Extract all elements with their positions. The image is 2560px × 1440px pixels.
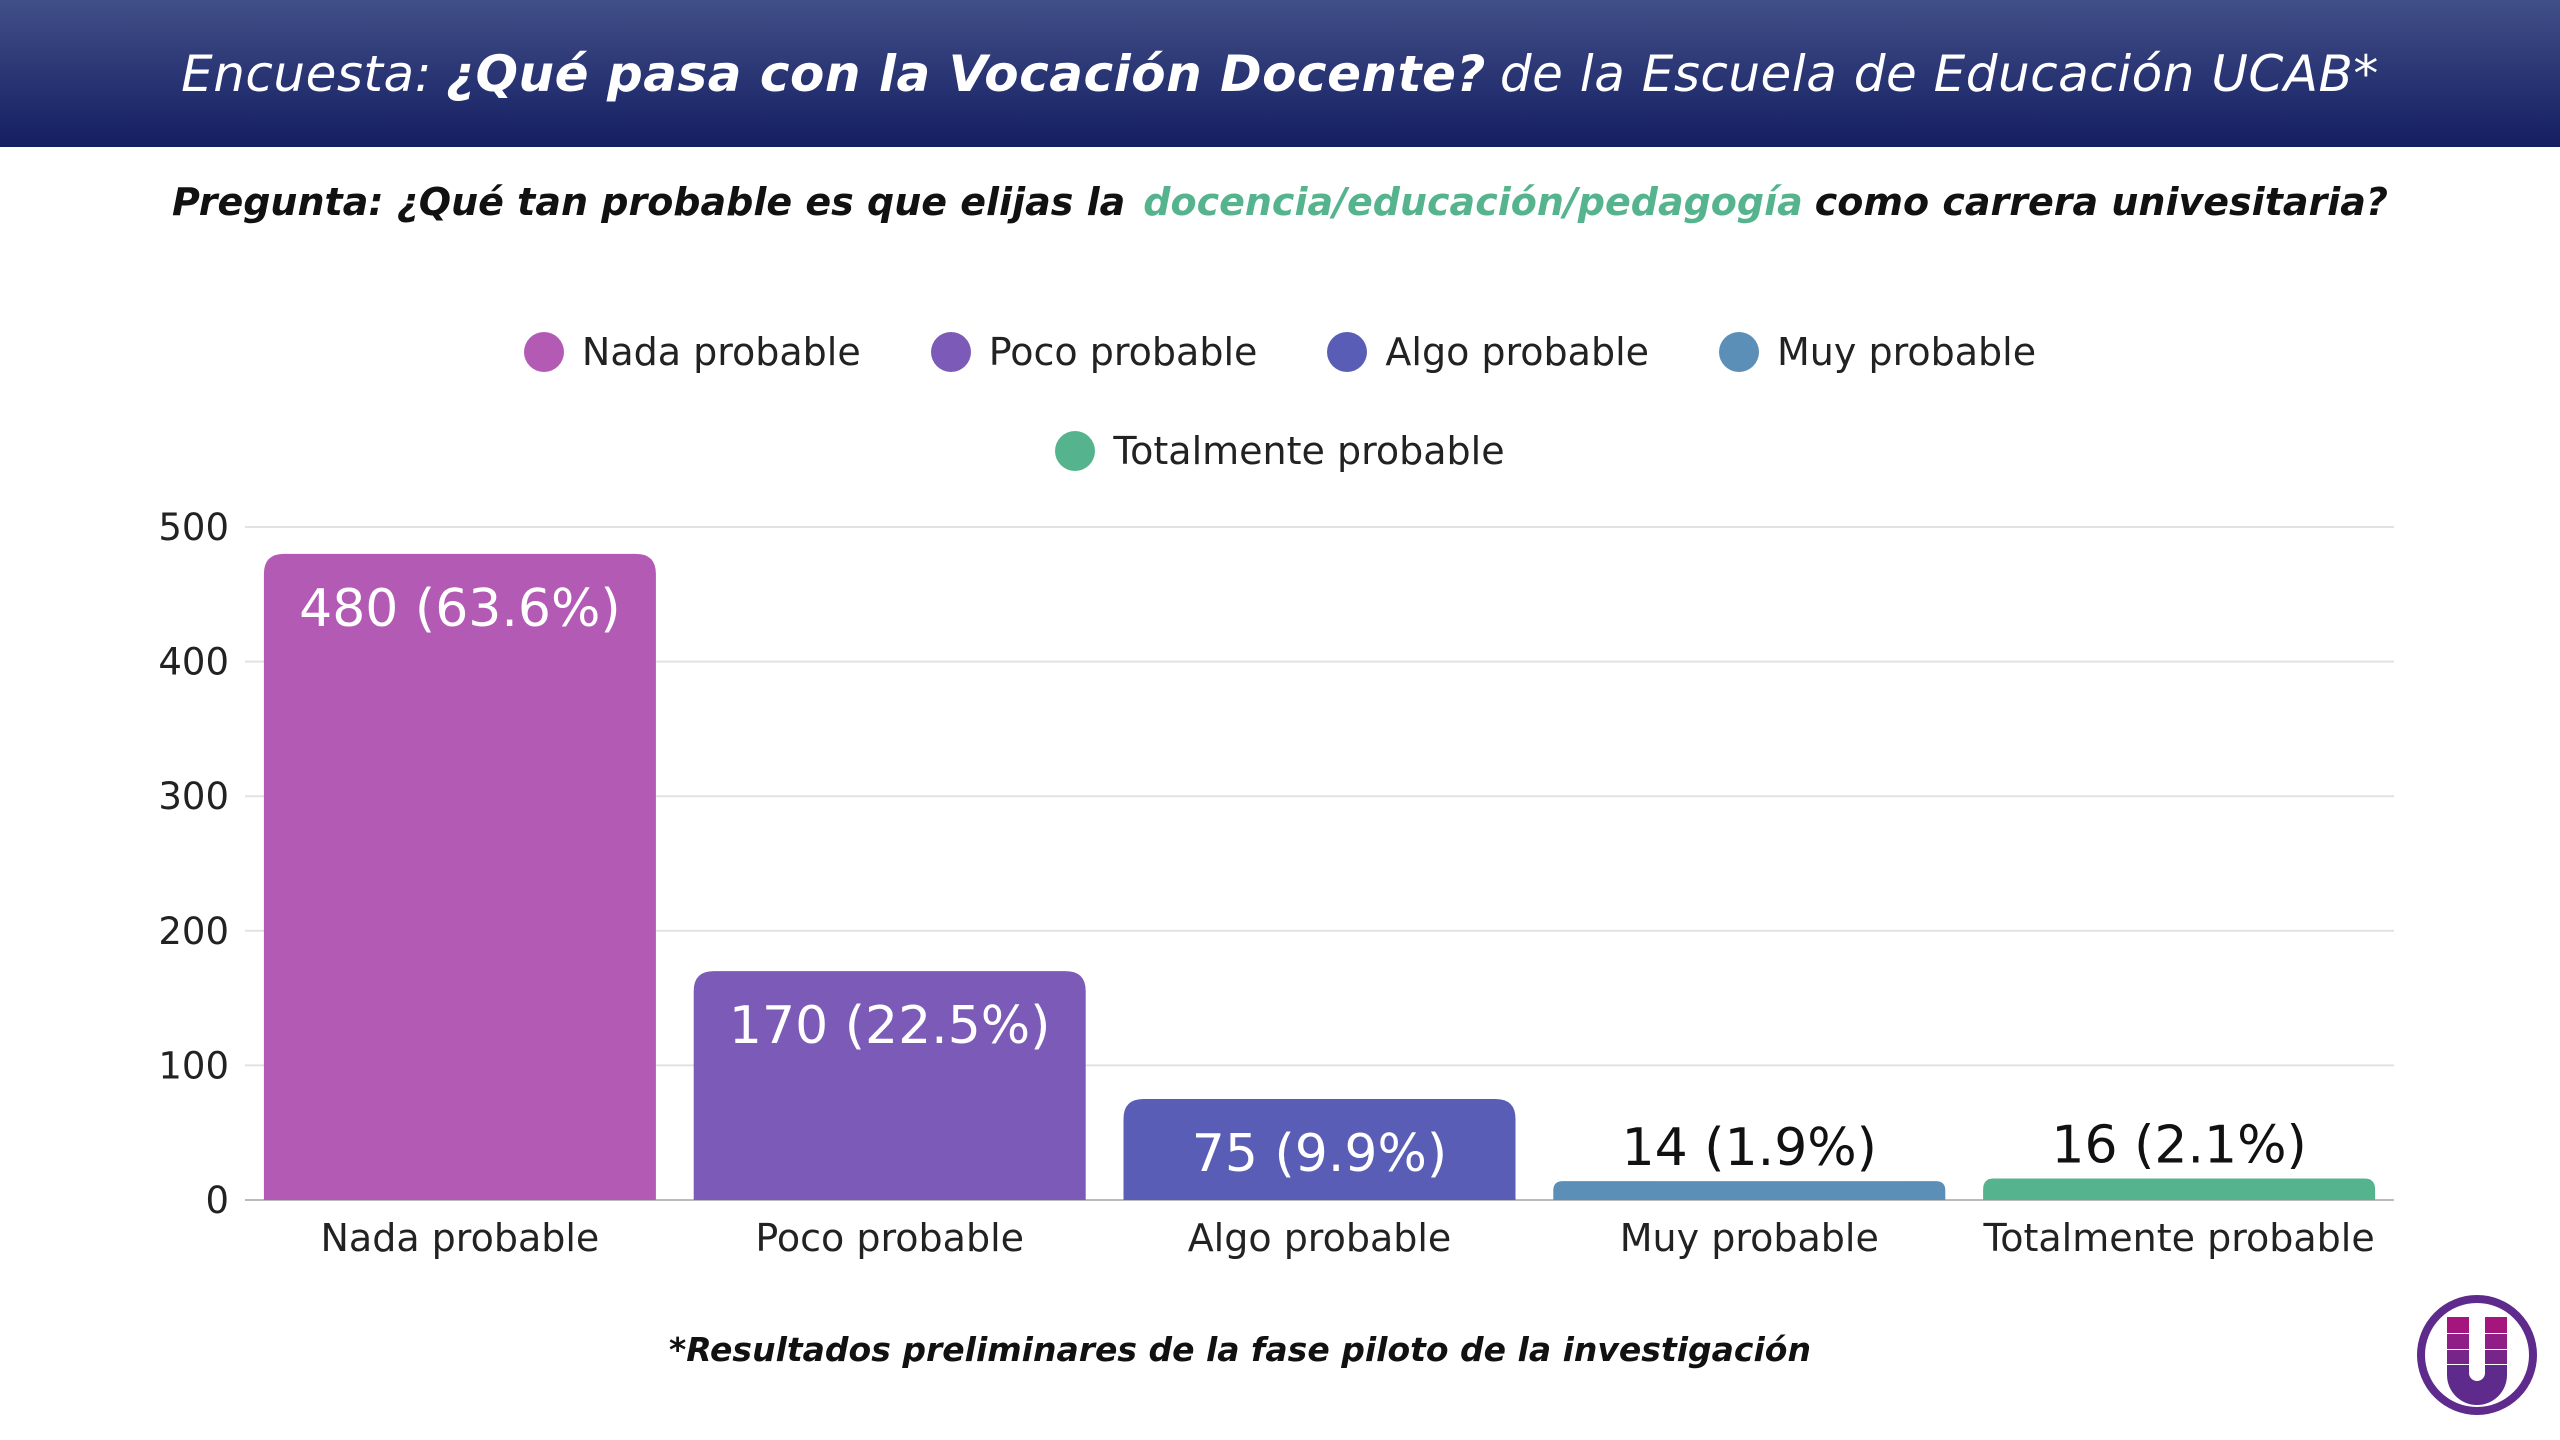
x-tick-label: Algo probable [1188, 1216, 1452, 1260]
bar [1123, 1099, 1516, 1200]
data-label: 14 (1.9%) [1622, 1118, 1877, 1178]
legend-dot [1327, 332, 1368, 372]
footer-note: *Resultados preliminares de la fase pilo… [669, 1330, 1811, 1369]
bar [693, 971, 1086, 1200]
question-suffix: como carrera univesitaria? [1814, 180, 2388, 224]
header-prefix: Encuesta: [181, 44, 433, 103]
bar [1983, 1178, 2376, 1200]
question: Pregunta: ¿Qué tan probable es que elija… [0, 180, 2560, 224]
x-tick-label: Totalmente probable [1982, 1216, 2374, 1260]
x-tick-label: Muy probable [1620, 1216, 1879, 1260]
legend-item: Muy probable [1719, 330, 2036, 374]
y-tick-label: 400 [158, 641, 229, 684]
x-tick-label: Poco probable [755, 1216, 1024, 1260]
x-tick-label: Nada probable [320, 1216, 599, 1260]
bar [1553, 1181, 1946, 1200]
legend-dot [1719, 332, 1760, 372]
legend-dot [930, 332, 971, 372]
data-label: 480 (63.6%) [299, 579, 621, 639]
legend-label: Algo probable [1385, 330, 1650, 374]
legend-item: Algo probable [1327, 330, 1649, 374]
legend-dot [1055, 431, 1096, 471]
question-prefix: Pregunta: ¿Qué tan probable es que elija… [172, 180, 1126, 224]
legend-item: Poco probable [930, 330, 1258, 374]
y-tick-label: 0 [205, 1179, 229, 1222]
data-label: 75 (9.9%) [1192, 1124, 1447, 1184]
legend-row-2: Totalmente probable [0, 429, 2560, 473]
y-tick-label: 300 [158, 775, 229, 818]
question-highlight: docencia/educación/pedagogía [1143, 180, 1803, 224]
legend-label: Nada probable [581, 330, 861, 374]
legend-item: Totalmente probable [1055, 429, 1505, 473]
bar-chart: 0 100 200 300 400 500 480 (63.6%) Nada probable… [158, 506, 2394, 1260]
legend-dot [523, 332, 564, 372]
legend-item: Nada probable [523, 330, 861, 374]
y-tick-label: 200 [158, 910, 229, 953]
header-title: ¿Qué pasa con la Vocación Docente? [446, 44, 1486, 103]
data-label: 170 (22.5%) [729, 996, 1051, 1056]
legend-label: Poco probable [988, 330, 1258, 374]
y-tick-label: 100 [158, 1044, 229, 1087]
legend-label: Totalmente probable [1113, 429, 1505, 473]
y-tick-label: 500 [158, 506, 229, 549]
legend-label: Muy probable [1777, 330, 2037, 374]
header-banner: Encuesta: ¿Qué pasa con la Vocación Doce… [0, 0, 2560, 147]
data-label: 16 (2.1%) [2051, 1115, 2306, 1175]
header-suffix: de la Escuela de Educación UCAB* [1499, 44, 2379, 103]
bar [263, 553, 656, 1200]
ucab-logo [2417, 1295, 2537, 1415]
legend-row-1: Nada probable Poco probable Algo probabl… [0, 330, 2560, 374]
